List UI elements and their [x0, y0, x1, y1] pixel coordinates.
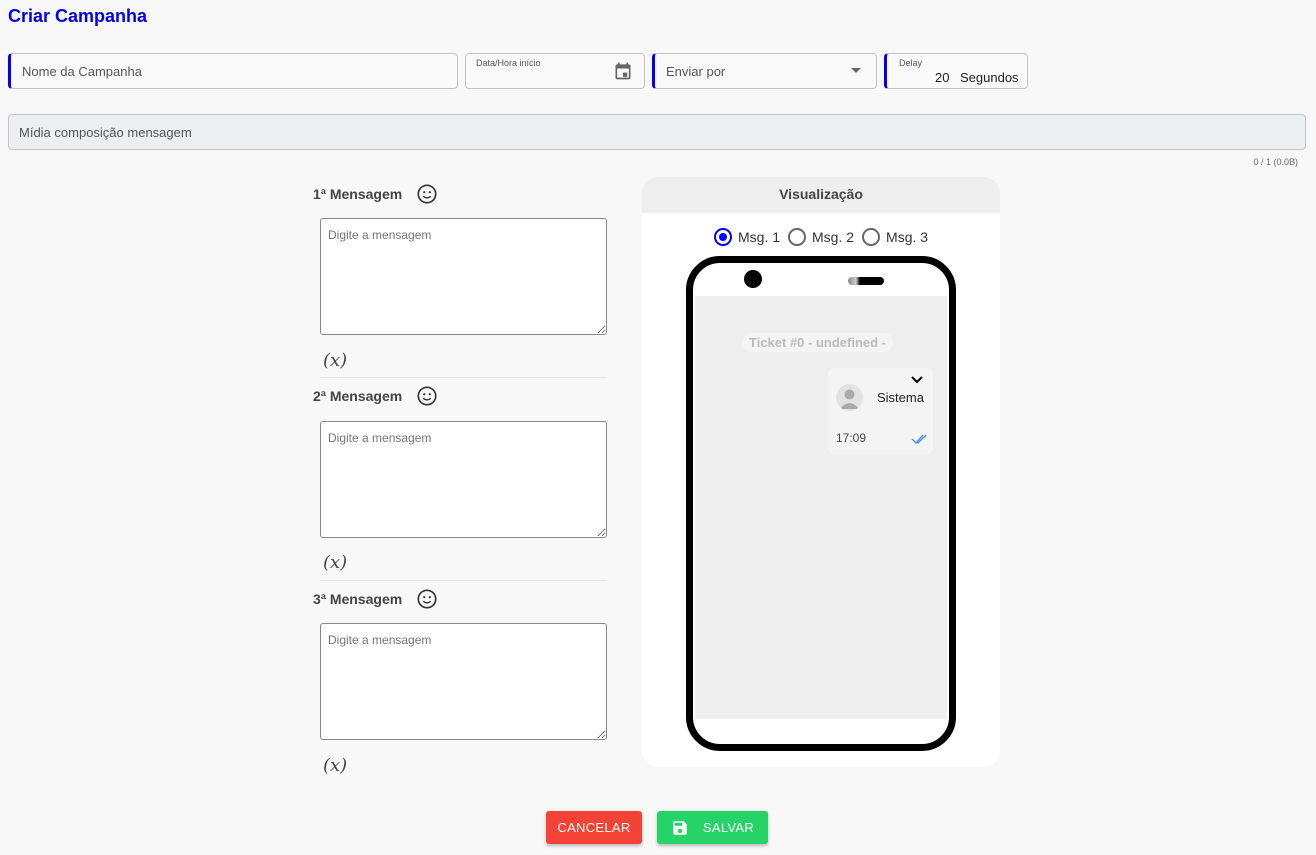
insert-variable-button[interactable]: (x)	[323, 552, 348, 573]
double-check-icon	[911, 434, 927, 444]
preview-title: Visualização	[642, 177, 1000, 213]
insert-variable-button[interactable]: (x)	[323, 350, 348, 371]
delay-input[interactable]: Delay 20 Segundos	[884, 53, 1028, 89]
page-title: Criar Campanha	[8, 6, 148, 26]
ticket-label: Ticket #0 - undefined -	[742, 333, 894, 352]
save-icon	[673, 820, 687, 835]
delay-label: Delay	[899, 58, 923, 68]
radio-msg-1[interactable]: Msg. 1	[714, 228, 780, 246]
radio-msg-3[interactable]: Msg. 3	[862, 228, 928, 246]
message-label: 3ª Mensagem	[313, 591, 403, 607]
message-3-header: 3ª Mensagem	[313, 588, 438, 610]
speaker-icon	[848, 277, 884, 285]
campaign-name-placeholder: Nome da Campanha	[22, 64, 142, 79]
message-selector: Msg. 1 Msg. 2 Msg. 3	[714, 228, 928, 246]
preview-card: Visualização Msg. 1 Msg. 2 Msg. 3 Ticket…	[642, 177, 1000, 767]
radio-unchecked-icon	[788, 228, 807, 246]
delay-unit: Segundos	[960, 70, 1019, 85]
send-by-placeholder: Enviar por	[666, 64, 726, 79]
radio-unchecked-icon	[862, 228, 881, 246]
calendar-icon[interactable]	[613, 61, 633, 81]
message-time: 17:09	[836, 431, 867, 445]
start-datetime-label: Data/Hora início	[476, 58, 541, 68]
insert-variable-button[interactable]: (x)	[323, 755, 348, 776]
radio-label: Msg. 1	[738, 229, 781, 245]
campaign-name-input[interactable]: Nome da Campanha	[8, 53, 458, 89]
media-count: 0 / 1 (0.0B)	[1253, 157, 1298, 167]
message-2-textarea[interactable]	[320, 421, 607, 538]
message-bubble: Sistema 17:09	[828, 368, 933, 454]
media-upload-field[interactable]: Mídia composição mensagem	[8, 114, 1306, 150]
camera-icon	[744, 270, 762, 288]
radio-label: Msg. 2	[812, 229, 855, 245]
sender-name: Sistema	[877, 390, 924, 405]
emoji-icon[interactable]	[416, 588, 438, 610]
message-1-textarea[interactable]	[320, 218, 607, 335]
message-label: 1ª Mensagem	[313, 186, 403, 202]
dropdown-arrow-icon	[851, 68, 861, 73]
cancel-label: CANCELAR	[557, 820, 631, 835]
send-by-select[interactable]: Enviar por	[652, 53, 877, 89]
radio-checked-icon	[714, 228, 732, 246]
save-label: SALVAR	[702, 820, 755, 835]
phone-mockup: Ticket #0 - undefined - Sistema 17:09	[686, 256, 956, 751]
media-placeholder: Mídia composição mensagem	[19, 125, 192, 140]
message-label: 2ª Mensagem	[313, 388, 403, 404]
message-1-header: 1ª Mensagem	[313, 183, 438, 205]
avatar	[836, 384, 863, 411]
save-button[interactable]: SALVAR	[657, 811, 768, 844]
cancel-button[interactable]: CANCELAR	[546, 811, 642, 844]
radio-label: Msg. 3	[886, 229, 929, 245]
emoji-icon[interactable]	[416, 183, 438, 205]
message-3-textarea[interactable]	[320, 623, 607, 740]
start-datetime-input[interactable]: Data/Hora início	[465, 53, 645, 89]
divider	[320, 580, 607, 581]
chevron-down-icon[interactable]	[911, 376, 923, 384]
radio-msg-2[interactable]: Msg. 2	[788, 228, 854, 246]
phone-screen: Ticket #0 - undefined - Sistema 17:09	[695, 296, 947, 719]
delay-value: 20	[935, 70, 950, 85]
message-2-header: 2ª Mensagem	[313, 385, 438, 407]
emoji-icon[interactable]	[416, 385, 438, 407]
divider	[320, 377, 607, 378]
